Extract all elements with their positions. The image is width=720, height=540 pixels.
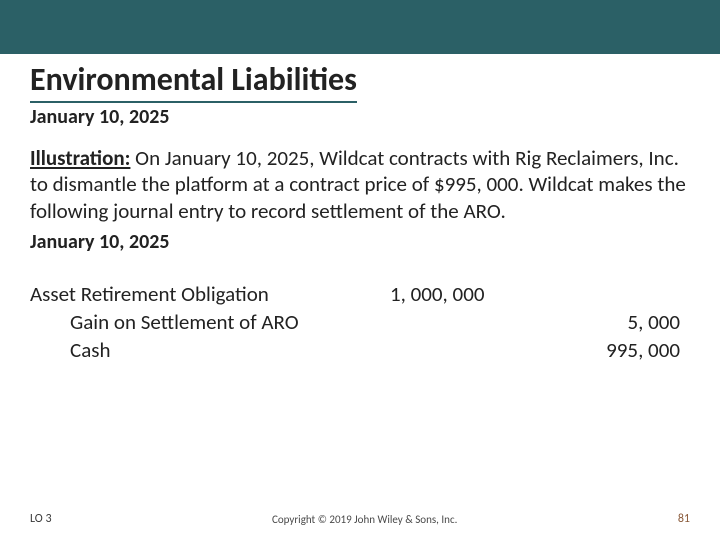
title-wrap: Environmental Liabilities: [30, 54, 690, 103]
entry-row: Asset Retirement Obligation 1, 000, 000: [30, 280, 690, 308]
entry-debit: [390, 336, 530, 364]
header-bar: [0, 0, 720, 54]
illustration-label: Illustration:: [30, 145, 130, 171]
entry-row: Cash 995, 000: [30, 336, 690, 364]
journal-entries: Asset Retirement Obligation 1, 000, 000 …: [30, 280, 690, 365]
entry-debit: [390, 308, 530, 336]
subtitle-date: January 10, 2025: [30, 105, 690, 129]
page-number: 81: [678, 512, 690, 526]
entry-row: Gain on Settlement of ARO 5, 000: [30, 308, 690, 336]
entry-label: Gain on Settlement of ARO: [30, 308, 390, 336]
learning-objective: LO 3: [30, 512, 52, 526]
slide-content: Environmental Liabilities January 10, 20…: [0, 54, 720, 365]
entry-credit: 995, 000: [530, 336, 690, 364]
copyright-text: Copyright © 2019 John Wiley & Sons, Inc.: [52, 513, 678, 526]
entry-date: January 10, 2025: [30, 230, 690, 254]
entry-credit: [530, 280, 690, 308]
entry-label: Asset Retirement Obligation: [30, 280, 390, 308]
footer: LO 3 Copyright © 2019 John Wiley & Sons,…: [0, 512, 720, 526]
page-title: Environmental Liabilities: [30, 60, 357, 103]
entry-debit: 1, 000, 000: [390, 280, 530, 308]
entry-credit: 5, 000: [530, 308, 690, 336]
entry-label: Cash: [30, 336, 390, 364]
illustration-paragraph: Illustration: On January 10, 2025, Wildc…: [30, 145, 690, 224]
